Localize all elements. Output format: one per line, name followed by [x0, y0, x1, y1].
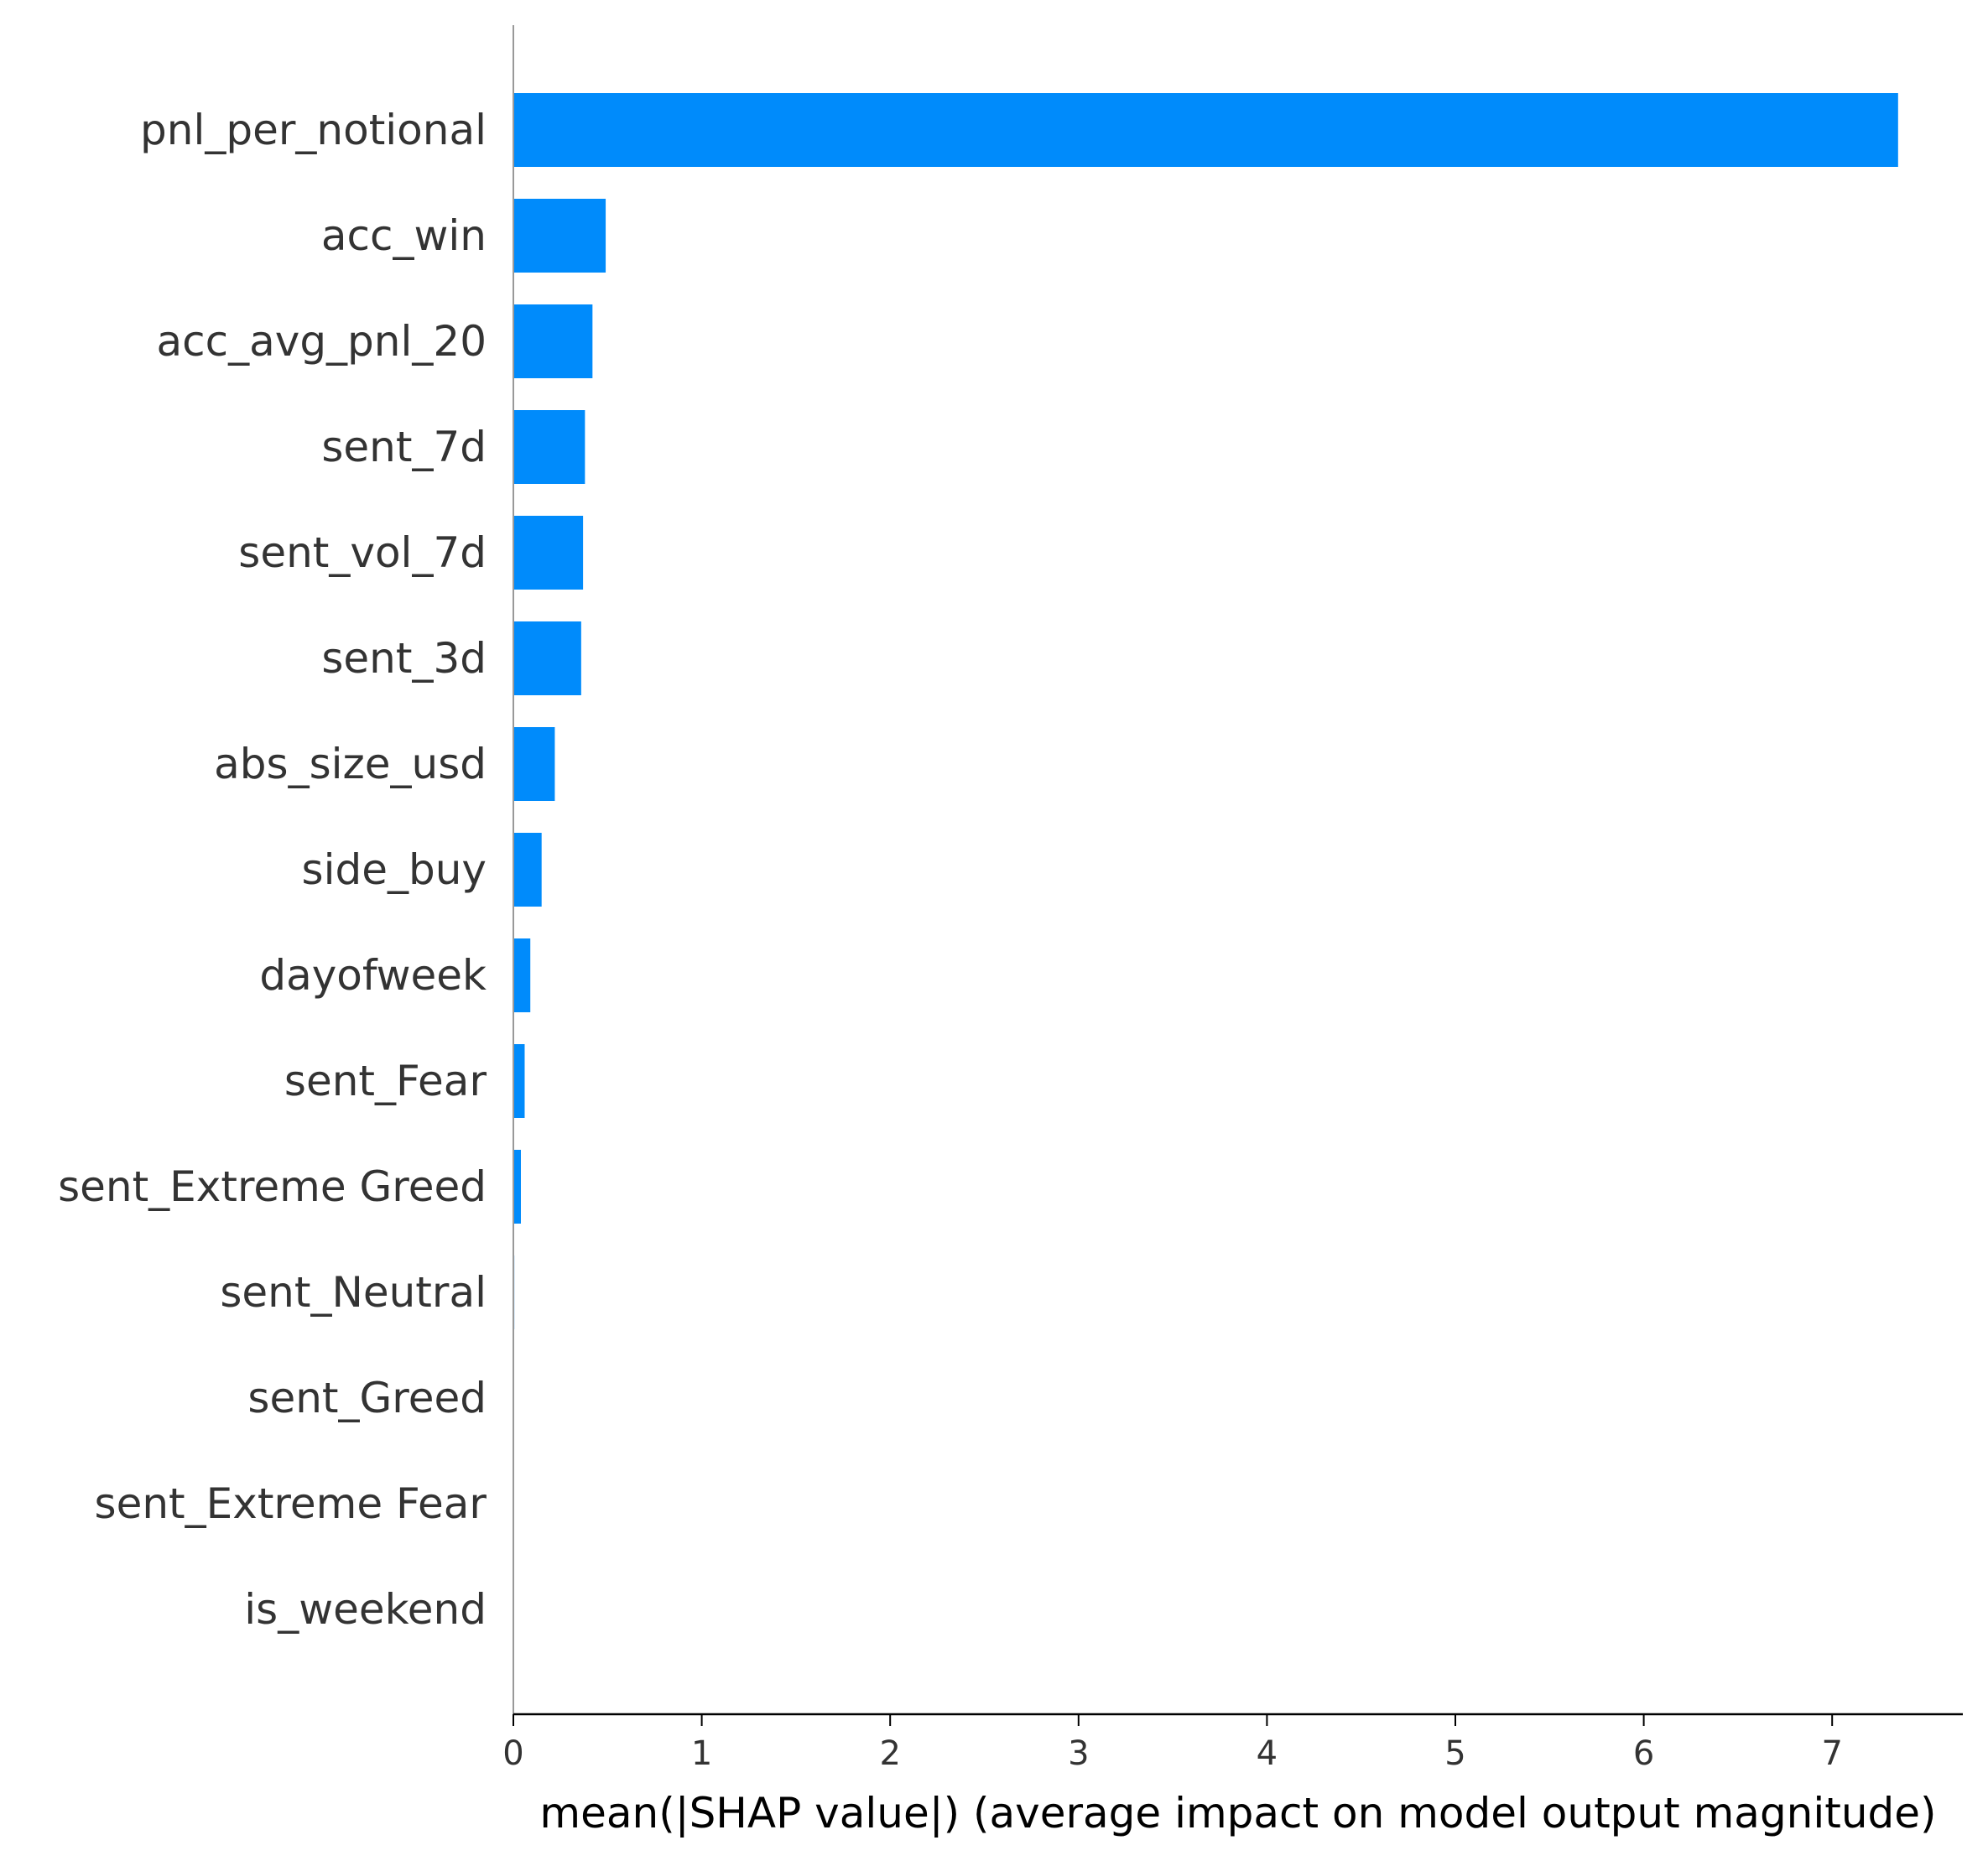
feature-label: sent_Neutral — [220, 1268, 487, 1317]
x-ticks-group: 0 1 2 3 4 5 6 7 — [502, 1714, 1843, 1773]
bar-sent-extreme-greed — [513, 1150, 521, 1224]
bar-sent-vol-7d — [513, 516, 584, 590]
bar-acc-win — [513, 199, 606, 273]
x-tick-label: 4 — [1257, 1734, 1278, 1773]
bar-acc-avg-pnl-20 — [513, 304, 593, 378]
feature-label: acc_win — [321, 211, 487, 260]
feature-label: abs_size_usd — [214, 740, 487, 788]
feature-labels-group: pnl_per_notional acc_win acc_avg_pnl_20sen… — [58, 106, 487, 1634]
feature-label: sent_Extreme Greed — [58, 1162, 487, 1211]
x-tick-label: 3 — [1068, 1734, 1089, 1773]
bar-sent-fear — [513, 1044, 525, 1118]
x-axis-label: mean(|SHAP value|) (average impact on mo… — [539, 1789, 1936, 1838]
feature-label: sent_7d — [321, 423, 487, 471]
x-tick-label: 0 — [502, 1734, 523, 1773]
feature-label: sent_Greed — [247, 1374, 487, 1422]
feature-label: sent_Extreme Fear — [95, 1479, 487, 1528]
feature-label: is_weekend — [244, 1585, 487, 1634]
feature-label: sent_vol_7d — [238, 528, 487, 577]
bar-sent-3d — [513, 621, 581, 695]
feature-label: dayofweek — [259, 951, 487, 1000]
x-tick-label: 5 — [1444, 1734, 1465, 1773]
bar-sent-7d — [513, 410, 585, 484]
x-tick-label: 2 — [879, 1734, 900, 1773]
feature-label: sent_Fear — [284, 1057, 487, 1105]
feature-label: side_buy — [302, 845, 487, 894]
x-tick-label: 1 — [691, 1734, 712, 1773]
feature-label: acc_avg_pnl_20 — [156, 317, 487, 366]
bar-pnl-per-notional — [513, 93, 1898, 167]
feature-label: pnl_per_notional — [140, 106, 487, 154]
bar-dayofweek — [513, 938, 531, 1012]
bar-abs-size-usd — [513, 727, 555, 801]
bar-side-buy — [513, 833, 542, 907]
x-tick-label: 7 — [1821, 1734, 1842, 1773]
bars-group — [513, 93, 1898, 1329]
x-tick-label: 6 — [1633, 1734, 1654, 1773]
feature-label: sent_3d — [321, 634, 487, 683]
